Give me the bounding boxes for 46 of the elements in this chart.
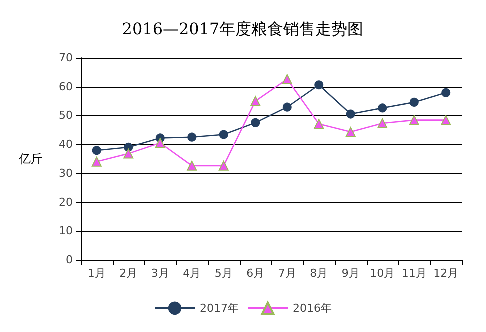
x-tick-label: 2月 — [120, 267, 138, 280]
x-tick-label: 6月 — [246, 267, 265, 280]
point — [188, 132, 197, 142]
x-tick-label: 9月 — [342, 267, 360, 280]
x-tick-label: 8月 — [310, 267, 328, 280]
point — [378, 118, 388, 129]
point — [314, 80, 324, 90]
y-tick-label: 40 — [59, 138, 73, 152]
point — [92, 156, 102, 167]
x-tick-label: 12月 — [434, 267, 459, 280]
y-tick-label: 50 — [59, 109, 73, 122]
point — [187, 160, 198, 171]
point — [251, 118, 260, 128]
point — [218, 160, 229, 171]
point — [92, 146, 102, 156]
x-tick-label: 1月 — [88, 267, 106, 280]
x-tick-label: 11月 — [402, 267, 427, 280]
chart-title: 2016—2017年度粮食销售走势图 — [122, 20, 364, 38]
y-tick-label: 10 — [59, 224, 73, 238]
y-tick-label: 60 — [59, 80, 73, 94]
x-tick-label: 3月 — [151, 267, 170, 280]
y-tick-label: 0 — [66, 254, 73, 266]
point — [282, 102, 292, 112]
y-tick-label: 30 — [59, 166, 73, 180]
point — [441, 115, 452, 126]
point — [346, 110, 356, 119]
x-tick-label: 5月 — [214, 267, 233, 280]
legend-label: 2016年 — [293, 302, 332, 315]
point — [124, 148, 134, 159]
point — [219, 130, 228, 140]
point — [442, 88, 451, 98]
point — [250, 96, 261, 106]
y-tick-label: 70 — [59, 52, 73, 64]
point — [409, 115, 420, 126]
point — [282, 74, 292, 84]
x-tick-label: 7月 — [278, 267, 296, 280]
legend-label: 2017年 — [200, 302, 240, 315]
x-tick-label: 4月 — [183, 267, 202, 280]
x-tick-label: 10月 — [370, 267, 396, 280]
point — [378, 104, 388, 113]
point — [314, 119, 324, 130]
point — [410, 98, 419, 107]
point — [346, 127, 356, 138]
y-axis-title: 亿斤 — [18, 152, 43, 166]
point — [155, 138, 166, 148]
y-tick-label: 20 — [59, 196, 73, 209]
